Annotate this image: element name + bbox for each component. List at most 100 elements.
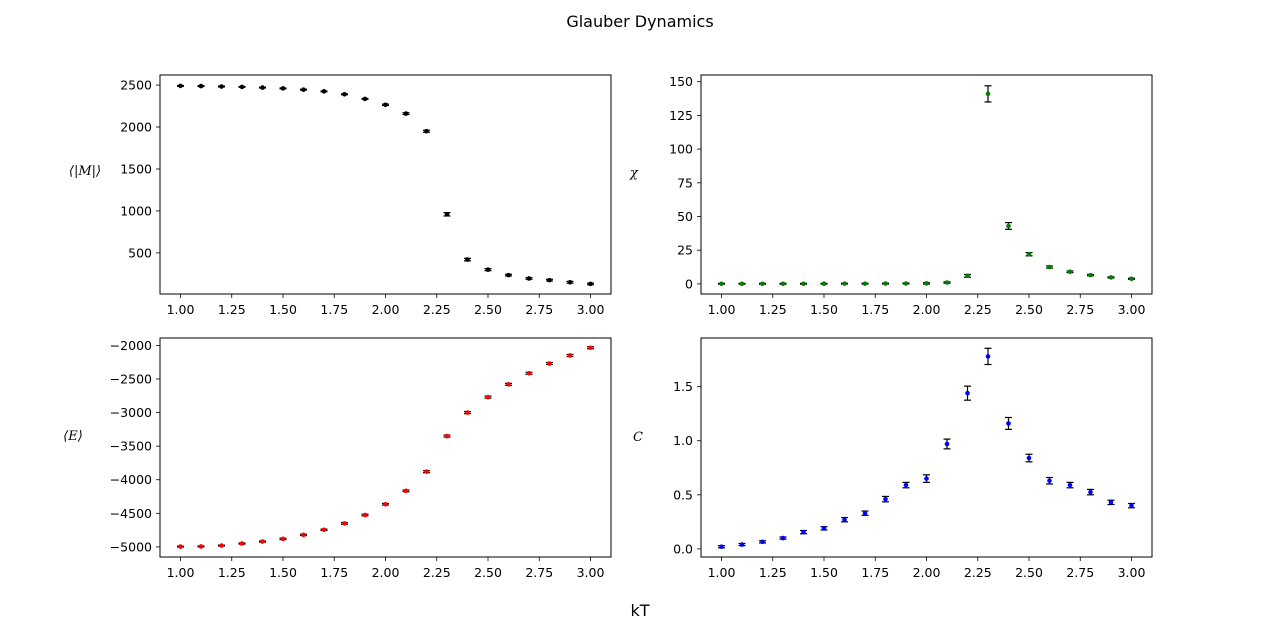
data-marker — [985, 354, 991, 359]
data-point — [484, 394, 492, 400]
data-point — [546, 277, 553, 283]
data-marker — [260, 539, 265, 544]
data-point — [1066, 481, 1074, 489]
x-tick-label: 2.50 — [1015, 302, 1043, 317]
data-point — [259, 85, 266, 90]
y-tick-label: −4500 — [110, 506, 152, 521]
data-point — [464, 257, 471, 262]
x-tick-label: 2.00 — [372, 302, 400, 317]
data-marker — [924, 476, 929, 481]
y-tick-label: 1500 — [120, 161, 152, 176]
y-tick-label: 500 — [128, 245, 152, 260]
figure-title: Glauber Dynamics — [566, 12, 713, 31]
y-axis-label: ⟨|M|⟩ — [69, 164, 101, 179]
data-marker — [301, 87, 306, 92]
data-marker — [178, 83, 183, 89]
axes-frame — [700, 337, 1153, 558]
y-tick-label: 125 — [669, 108, 693, 123]
x-tick-label: 2.25 — [423, 565, 451, 580]
data-marker — [547, 277, 552, 283]
data-point — [964, 273, 971, 279]
data-point — [320, 527, 328, 533]
data-point — [759, 539, 766, 545]
data-point — [1046, 476, 1053, 485]
data-marker — [760, 539, 765, 545]
data-point — [1087, 272, 1094, 278]
data-point — [943, 280, 951, 285]
data-point — [238, 84, 246, 90]
data-point — [759, 281, 766, 287]
data-point — [259, 539, 266, 544]
y-axis-label: χ — [629, 166, 639, 181]
data-point — [361, 512, 369, 518]
data-point — [1025, 453, 1033, 463]
data-marker — [883, 496, 888, 502]
data-marker — [342, 91, 347, 97]
data-point — [1107, 499, 1115, 506]
data-point — [1046, 264, 1053, 270]
data-marker — [239, 541, 245, 546]
data-point — [525, 370, 533, 376]
x-tick-label: 2.25 — [964, 302, 992, 317]
data-point — [443, 211, 451, 217]
x-tick-label: 2.50 — [1015, 565, 1043, 580]
data-marker — [239, 84, 245, 90]
data-point — [525, 276, 533, 281]
data-marker — [321, 527, 327, 533]
data-point — [238, 541, 246, 546]
data-marker — [821, 281, 827, 286]
data-marker — [280, 536, 286, 542]
data-marker — [903, 482, 909, 488]
data-marker — [1129, 503, 1134, 508]
data-point — [197, 83, 205, 89]
x-tick-label: 1.25 — [218, 565, 246, 580]
data-point — [484, 267, 492, 272]
y-tick-label: 1.0 — [673, 433, 693, 448]
data-marker — [862, 281, 868, 286]
data-marker — [198, 83, 204, 89]
data-marker — [965, 390, 970, 396]
panel-top-right: 1.00 1.25 1.50 1.75 2.00 2.25 2.50 2.75 3.00 0 25 5… — [629, 74, 1153, 317]
x-tick-label: 2.25 — [423, 302, 451, 317]
data-marker — [1006, 421, 1011, 426]
data-marker — [719, 544, 724, 550]
x-tick-label: 3.00 — [1118, 565, 1146, 580]
data-point — [1005, 221, 1012, 230]
data-marker — [301, 532, 306, 538]
data-marker — [198, 544, 204, 549]
x-tick-label: 1.25 — [759, 302, 787, 317]
data-marker — [1129, 276, 1134, 282]
data-point — [279, 536, 287, 542]
data-point — [984, 85, 992, 103]
data-point — [566, 353, 574, 358]
data-marker — [780, 535, 786, 541]
y-axis-label: C — [633, 430, 643, 445]
data-marker — [801, 281, 806, 287]
data-marker — [821, 526, 827, 531]
data-point — [800, 529, 807, 535]
data-marker — [588, 345, 593, 351]
y-tick-label: 75 — [677, 175, 693, 190]
x-tick-label: 1.50 — [269, 565, 297, 580]
data-marker — [526, 370, 532, 376]
data-marker — [760, 281, 765, 287]
axes-frame — [159, 74, 612, 295]
y-tick-label: 2500 — [120, 78, 152, 93]
y-tick-label: −4000 — [110, 472, 152, 487]
x-tick-label: 2.50 — [474, 302, 502, 317]
data-marker — [739, 281, 745, 287]
data-point — [820, 526, 828, 531]
y-tick-label: 2000 — [120, 120, 152, 135]
data-point — [382, 501, 389, 507]
y-tick-label: −3500 — [110, 439, 152, 454]
x-tick-label: 1.75 — [320, 302, 348, 317]
data-marker — [383, 501, 388, 507]
y-tick-label: 1.5 — [673, 379, 693, 394]
data-marker — [424, 128, 429, 134]
data-marker — [321, 89, 327, 94]
data-marker — [985, 91, 991, 97]
data-marker — [924, 281, 929, 286]
y-tick-label: −2500 — [110, 371, 152, 386]
data-point — [841, 281, 848, 286]
